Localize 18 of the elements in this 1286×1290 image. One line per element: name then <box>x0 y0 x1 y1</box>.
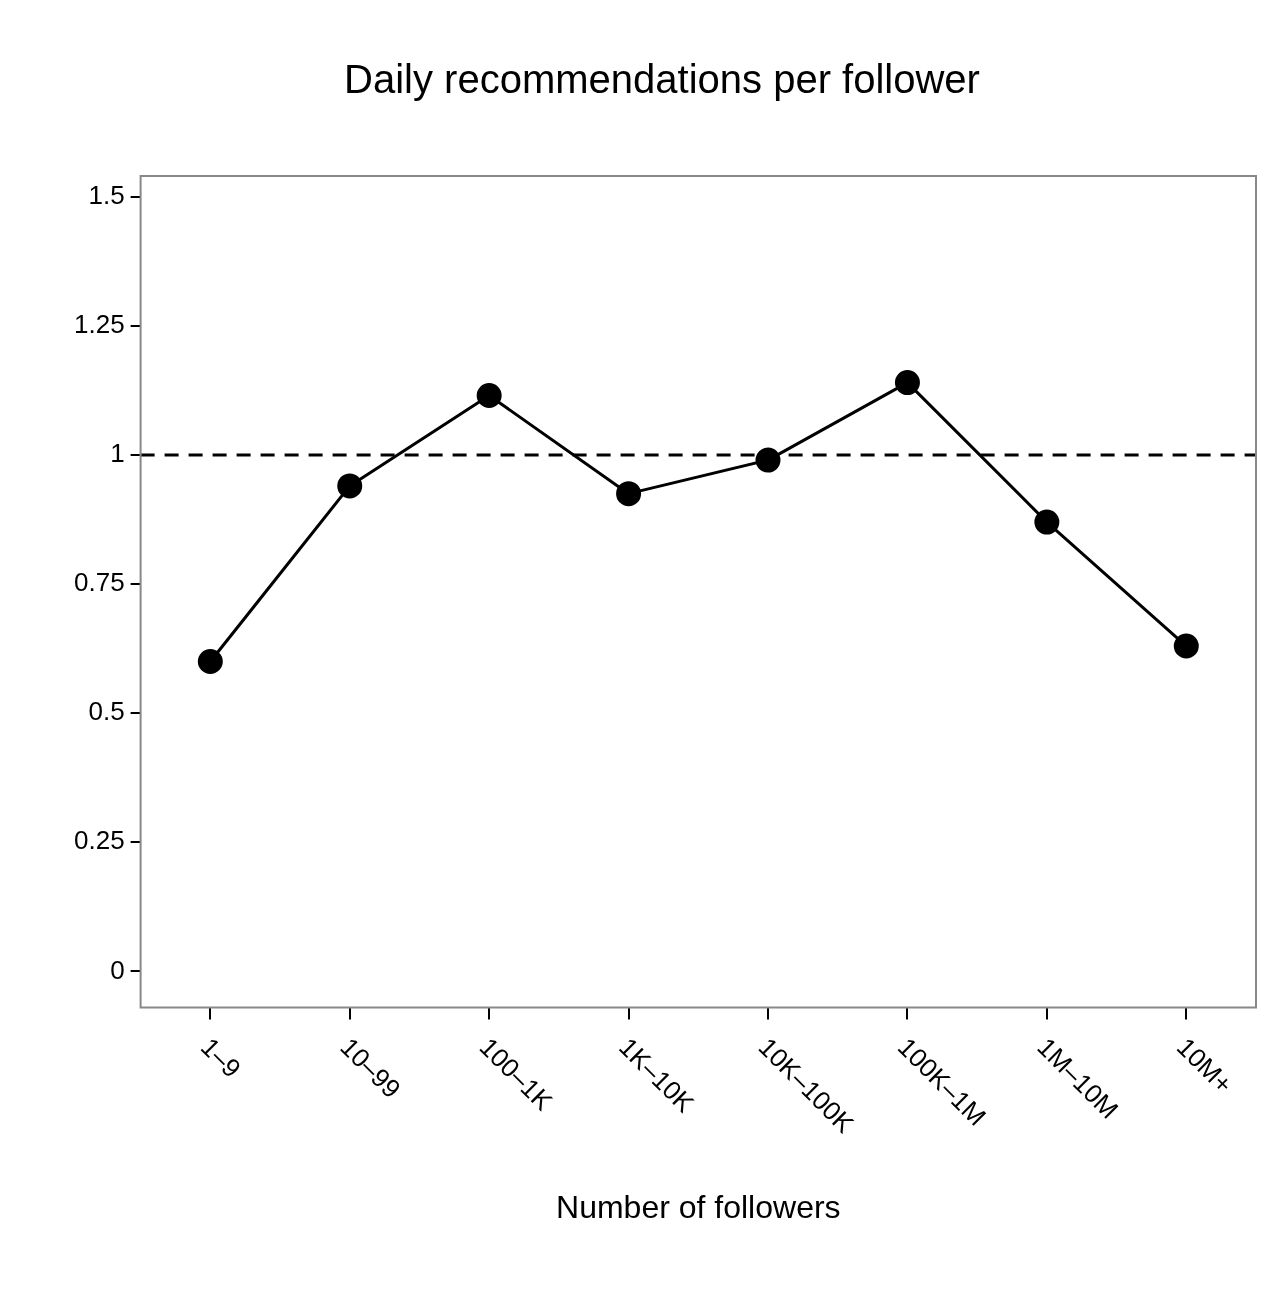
point <box>1034 509 1060 535</box>
y-tick-label: 0.25 <box>73 825 125 856</box>
point <box>894 370 920 396</box>
y-tick-label: 1.5 <box>88 179 125 210</box>
point <box>616 481 642 507</box>
x-axis-title: Number of followers <box>556 1188 841 1225</box>
point <box>755 447 781 473</box>
x-tick-label: 1–9 <box>195 1031 247 1084</box>
point <box>197 649 223 675</box>
y-tick-label: 1.25 <box>73 308 125 339</box>
point <box>1173 633 1199 659</box>
chart-title: Daily recommendations per follower <box>344 57 980 102</box>
y-tick-label: 0.75 <box>73 567 125 598</box>
y-tick-label: 0 <box>110 954 125 985</box>
y-tick-label: 1 <box>110 438 125 469</box>
y-tick-label: 0.5 <box>88 696 125 727</box>
point <box>337 473 363 499</box>
point <box>476 383 502 409</box>
